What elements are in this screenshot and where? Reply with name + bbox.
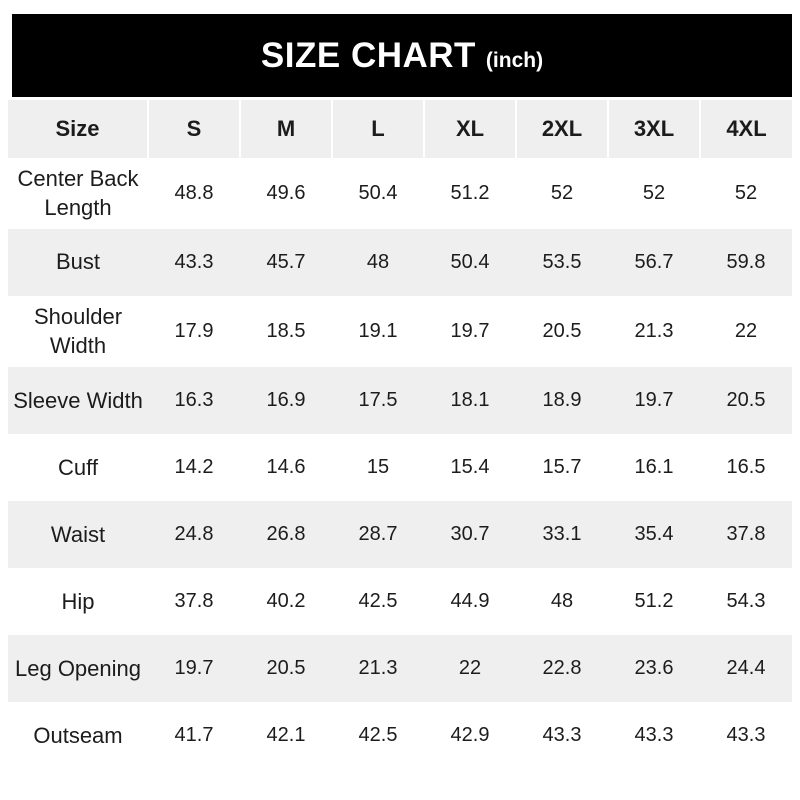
measurement-cell: 28.7 [358, 523, 398, 546]
measurement-cell: 37.8 [174, 590, 214, 613]
column-header-4xl: 4XL [699, 100, 792, 158]
measurement-cell: 45.7 [266, 251, 306, 274]
measurement-cell: 24.8 [174, 523, 214, 546]
row-label: Bust [55, 249, 101, 275]
measurement-cell: 56.7 [634, 251, 674, 274]
measurement-cell: 16.3 [174, 389, 214, 412]
measurement-cell: 18.1 [450, 389, 490, 412]
column-header-m: M [239, 100, 332, 158]
table-row: Hip 37.8 40.2 42.5 44.9 48 51.2 54.3 [8, 568, 792, 635]
measurement-cell: 40.2 [266, 590, 306, 613]
page-title: SIZE CHART (inch) [261, 38, 543, 73]
measurement-cell: 33.1 [542, 523, 582, 546]
column-header-size: Size [8, 100, 148, 158]
measurement-cell: 59.8 [726, 251, 766, 274]
measurement-cell: 14.2 [174, 456, 214, 479]
page-title-text: SIZE CHART [260, 36, 476, 75]
measurement-cell: 18.5 [266, 320, 306, 343]
column-header-xl: XL [423, 100, 516, 158]
table-row: Leg Opening 19.7 20.5 21.3 22 22.8 23.6 24.4 [8, 635, 792, 703]
measurement-cell: 50.4 [358, 182, 398, 205]
measurement-cell: 20.5 [266, 657, 306, 680]
measurement-cell: 42.9 [450, 724, 490, 747]
measurement-cell: 48.8 [174, 182, 214, 205]
measurement-cell: 44.9 [450, 590, 490, 613]
measurement-cell: 48 [366, 251, 390, 274]
measurement-cell: 16.5 [726, 456, 766, 479]
measurement-cell: 20.5 [726, 389, 766, 412]
table-head: Size S M L XL 2XL 3XL 4XL [8, 100, 792, 158]
measurement-cell: 15.4 [450, 456, 490, 479]
measurement-cell: 42.5 [358, 724, 398, 747]
measurement-cell: 22.8 [542, 657, 582, 680]
table-body: Center Back Length 48.8 49.6 50.4 51.2 52 52 52… [8, 158, 792, 769]
measurement-cell: 19.7 [450, 320, 490, 343]
measurement-cell: 19.7 [174, 657, 214, 680]
table-row: Waist 24.8 26.8 28.7 30.7 33.1 35.4 37.8 [8, 501, 792, 569]
measurement-cell: 14.6 [266, 456, 306, 479]
measurement-cell: 52 [550, 182, 574, 205]
measurement-cell: 30.7 [450, 523, 490, 546]
measurement-cell: 35.4 [634, 523, 674, 546]
measurement-cell: 19.7 [634, 389, 674, 412]
row-label: Center Back Length [17, 166, 139, 220]
table-row: Sleeve Width 16.3 16.9 17.5 18.1 18.9 19.7 20.5 [8, 367, 792, 435]
measurement-cell: 16.9 [266, 389, 306, 412]
measurement-cell: 17.5 [358, 389, 398, 412]
column-header-s: S [147, 100, 240, 158]
size-table: Size S M L XL 2XL 3XL 4XL Center Back Length 48.… [8, 100, 792, 769]
measurement-cell: 37.8 [726, 523, 766, 546]
column-header-2xl: 2XL [515, 100, 608, 158]
measurement-cell: 20.5 [542, 320, 582, 343]
measurement-cell: 52 [734, 182, 758, 205]
measurement-cell: 15.7 [542, 456, 582, 479]
measurement-cell: 43.3 [174, 251, 214, 274]
column-header-l: L [331, 100, 424, 158]
row-label: Cuff [58, 454, 98, 480]
column-header-3xl: 3XL [607, 100, 700, 158]
row-label: Leg Opening [15, 655, 141, 681]
table-row: Center Back Length 48.8 49.6 50.4 51.2 52 52 52 [8, 158, 792, 229]
measurement-cell: 23.6 [634, 657, 674, 680]
measurement-cell: 15 [366, 456, 390, 479]
measurement-cell: 19.1 [358, 320, 398, 343]
measurement-cell: 49.6 [266, 182, 306, 205]
measurement-cell: 42.5 [358, 590, 398, 613]
measurement-cell: 22 [458, 657, 482, 680]
table-header-row: Size S M L XL 2XL 3XL 4XL [8, 100, 792, 158]
measurement-cell: 51.2 [450, 182, 490, 205]
measurement-cell: 18.9 [542, 389, 582, 412]
measurement-cell: 41.7 [174, 724, 214, 747]
measurement-cell: 54.3 [726, 590, 766, 613]
title-banner: SIZE CHART (inch) [12, 14, 792, 97]
measurement-cell: 51.2 [634, 590, 674, 613]
row-label: Waist [50, 521, 106, 547]
measurement-cell: 43.3 [542, 724, 582, 747]
measurement-cell: 50.4 [450, 251, 490, 274]
row-label: Shoulder Width [33, 304, 123, 358]
table-row: Outseam 41.7 42.1 42.5 42.9 43.3 43.3 43.3 [8, 702, 792, 769]
size-chart-page: SIZE CHART (inch) Size S M L XL 2XL 3XL 4XL Cen… [0, 14, 800, 769]
row-label: Sleeve Width [13, 387, 143, 413]
measurement-cell: 42.1 [266, 724, 306, 747]
table-row: Shoulder Width 17.9 18.5 19.1 19.7 20.5 21.3 22 [8, 296, 792, 367]
measurement-cell: 43.3 [726, 724, 766, 747]
measurement-cell: 24.4 [726, 657, 766, 680]
measurement-cell: 53.5 [542, 251, 582, 274]
measurement-cell: 22 [734, 320, 758, 343]
measurement-cell: 16.1 [634, 456, 674, 479]
measurement-cell: 21.3 [634, 320, 674, 343]
measurement-cell: 26.8 [266, 523, 306, 546]
page-title-unit: (inch) [485, 49, 544, 72]
measurement-cell: 17.9 [174, 320, 214, 343]
table-row: Cuff 14.2 14.6 15 15.4 15.7 16.1 16.5 [8, 434, 792, 501]
table-row: Bust 43.3 45.7 48 50.4 53.5 56.7 59.8 [8, 229, 792, 297]
row-label: Outseam [33, 722, 123, 748]
row-label: Hip [61, 588, 95, 614]
measurement-cell: 48 [550, 590, 574, 613]
measurement-cell: 52 [642, 182, 666, 205]
measurement-cell: 21.3 [358, 657, 398, 680]
measurement-cell: 43.3 [634, 724, 674, 747]
